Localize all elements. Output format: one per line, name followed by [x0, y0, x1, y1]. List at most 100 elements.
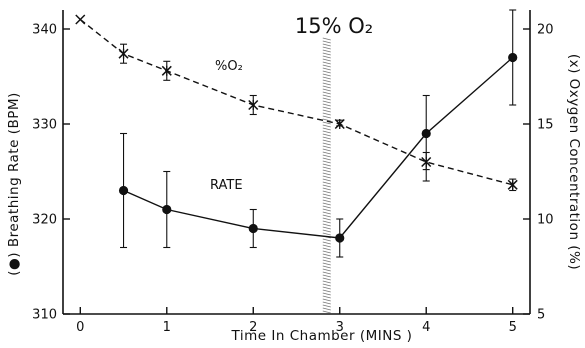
event-hatch: [322, 289, 331, 293]
data-point-rate: [248, 223, 258, 234]
event-hatch: [322, 151, 331, 155]
event-hatch: [322, 100, 331, 104]
x-axis-label: Time In Chamber (MINS ): [231, 328, 413, 344]
event-hatch: [322, 214, 331, 218]
event-hatch: [322, 232, 331, 236]
event-hatch: [322, 40, 331, 44]
event-hatch: [322, 115, 331, 119]
data-point-rate: [508, 52, 518, 63]
event-hatch: [322, 139, 331, 143]
y-axis-label-right: (x) Oxygen Concentration (%): [566, 54, 582, 270]
x-tick-label: 0: [76, 320, 84, 335]
event-hatch: [322, 247, 331, 251]
x-tick-label: 4: [422, 320, 430, 335]
event-hatch: [322, 106, 331, 110]
event-hatch: [322, 58, 331, 62]
series-line-rate: [123, 56, 514, 239]
frame-layer: [62, 10, 531, 315]
event-hatch: [322, 226, 331, 230]
data-point-oxygen: [75, 14, 86, 25]
event-hatch: [322, 136, 331, 140]
event-hatch: [322, 79, 331, 83]
event-hatch: [322, 67, 331, 71]
event-hatch: [322, 175, 331, 179]
event-hatch: [322, 124, 331, 128]
data-point-oxygen: [507, 179, 518, 190]
event-hatch: [322, 307, 331, 311]
x-tick-label: 5: [509, 320, 517, 335]
event-hatch: [322, 193, 331, 197]
event-hatch: [322, 133, 331, 137]
y-tick-label-left: 310: [32, 308, 57, 323]
event-hatch: [322, 166, 331, 170]
event-hatch: [322, 94, 331, 98]
event-hatch: [322, 283, 331, 287]
event-hatch: [322, 82, 331, 86]
x-tick-label: 1: [163, 320, 171, 335]
event-hatch: [322, 145, 331, 149]
event-hatch: [322, 118, 331, 122]
event-hatch: [322, 88, 331, 92]
event-layer: [322, 37, 331, 314]
event-hatch: [322, 49, 331, 53]
event-hatch: [322, 109, 331, 113]
event-hatch: [322, 298, 331, 302]
event-hatch: [322, 262, 331, 266]
event-marker-band: [322, 37, 331, 314]
event-hatch: [322, 37, 331, 41]
event-hatch: [322, 295, 331, 299]
event-hatch: [322, 301, 331, 305]
event-hatch: [322, 46, 331, 50]
y-axis-label-left: (●) Breathing Rate (BPM): [6, 92, 22, 276]
x-tick-label: 3: [336, 320, 344, 335]
label-layer: 0 1 2 3 4 5 310 320 330 340 5 10 15 20: [32, 23, 553, 336]
event-hatch: [322, 223, 331, 227]
event-hatch: [322, 217, 331, 221]
event-hatch: [322, 64, 331, 68]
event-hatch: [322, 169, 331, 173]
series-label-rate: RATE: [210, 178, 243, 193]
event-hatch: [322, 271, 331, 275]
series-line-oxygen: [79, 18, 513, 186]
event-hatch: [322, 199, 331, 203]
y-tick-label-left: 340: [32, 23, 57, 38]
data-point-oxygen: [421, 156, 432, 168]
event-hatch: [322, 277, 331, 281]
event-hatch: [322, 256, 331, 260]
marker-stroke: [75, 14, 86, 25]
event-hatch: [322, 55, 331, 59]
event-hatch: [322, 112, 331, 116]
event-hatch: [322, 304, 331, 308]
y-tick-label-right: 20: [537, 23, 554, 38]
event-hatch: [322, 97, 331, 101]
event-hatch: [322, 130, 331, 134]
event-hatch: [322, 310, 331, 314]
series-layer: [75, 9, 518, 258]
event-hatch: [322, 163, 331, 167]
data-point-rate: [421, 128, 431, 139]
event-hatch: [322, 253, 331, 257]
event-hatch: [322, 178, 331, 182]
event-hatch: [322, 292, 331, 296]
y-tick-label-right: 5: [537, 308, 545, 323]
event-hatch: [322, 61, 331, 65]
data-point-oxygen: [161, 65, 172, 76]
event-hatch: [322, 154, 331, 158]
series-label-oxygen: %O₂: [215, 59, 243, 74]
event-hatch: [322, 160, 331, 164]
data-point-rate: [335, 233, 345, 243]
event-hatch: [322, 202, 331, 206]
event-hatch: [322, 211, 331, 215]
event-hatch: [322, 265, 331, 269]
event-hatch: [322, 70, 331, 74]
event-hatch: [322, 268, 331, 272]
event-hatch: [322, 205, 331, 209]
event-hatch: [322, 238, 331, 242]
data-point-oxygen: [334, 118, 345, 130]
y-tick-label-right: 15: [537, 118, 554, 133]
event-hatch: [322, 157, 331, 161]
event-hatch: [322, 142, 331, 146]
event-hatch: [322, 274, 331, 278]
event-hatch: [322, 127, 331, 131]
